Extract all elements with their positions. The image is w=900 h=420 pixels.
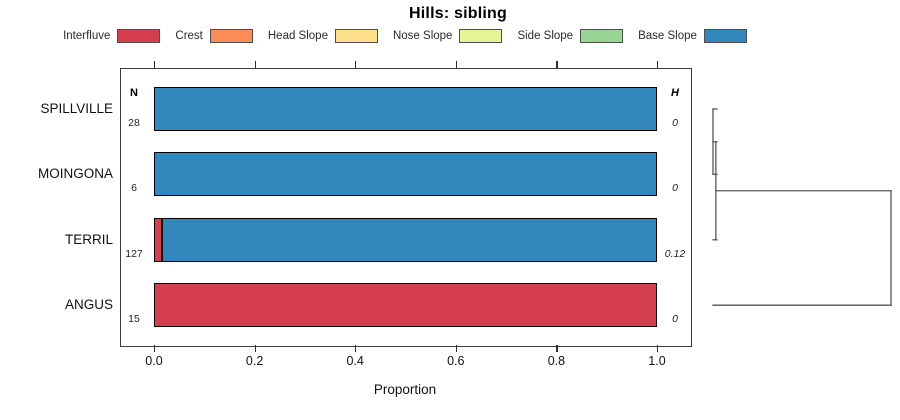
bar-segment-moingona-base-slope bbox=[154, 152, 657, 197]
x-tick-label-0.8: 0.8 bbox=[547, 354, 566, 368]
n-value-spillville: 28 bbox=[128, 117, 140, 129]
h-column-header: H bbox=[671, 87, 679, 99]
bar-segment-terril-base-slope bbox=[162, 217, 657, 262]
legend-item-nose-slope: Nose Slope bbox=[392, 29, 503, 43]
category-label-terril: TERRIL bbox=[64, 231, 113, 247]
legend-label-nose-slope: Nose Slope bbox=[392, 30, 453, 42]
n-value-terril: 127 bbox=[125, 247, 143, 260]
plot-area bbox=[120, 68, 692, 347]
legend-swatch-side-slope bbox=[580, 29, 624, 43]
category-label-moingona: MOINGONA bbox=[37, 166, 113, 182]
x-tick-bottom-0.6 bbox=[455, 345, 457, 352]
legend-item-interfluve: Interfluve bbox=[63, 29, 161, 43]
category-label-spillville: SPILLVILLE bbox=[40, 101, 113, 116]
legend-swatch-crest bbox=[209, 29, 253, 43]
x-tick-label-1.0: 1.0 bbox=[648, 354, 666, 368]
h-value-moingona: 0 bbox=[672, 182, 678, 195]
x-tick-top-1.0 bbox=[657, 61, 659, 68]
legend-label-crest: Crest bbox=[175, 30, 203, 42]
legend-item-base-slope: Base Slope bbox=[638, 29, 747, 43]
x-tick-top-0.0 bbox=[154, 61, 156, 68]
legend-swatch-nose-slope bbox=[459, 29, 503, 43]
x-tick-label-0.0: 0.0 bbox=[145, 354, 163, 368]
x-tick-top-0.6 bbox=[455, 61, 457, 68]
n-column-header: N bbox=[130, 87, 138, 99]
chart-title: Hills: sibling bbox=[409, 5, 507, 22]
x-tick-bottom-1.0 bbox=[657, 345, 659, 352]
legend-swatch-head-slope bbox=[334, 29, 378, 43]
bar-segment-spillville-base-slope bbox=[154, 87, 657, 131]
legend: Interfluve Crest Head Slope Nose Slope Side … bbox=[0, 27, 810, 45]
x-tick-top-0.4 bbox=[355, 61, 357, 68]
x-tick-bottom-0.4 bbox=[355, 345, 357, 352]
legend-label-base-slope: Base Slope bbox=[638, 30, 697, 42]
h-value-angus: 0 bbox=[672, 313, 678, 326]
x-tick-bottom-0.8 bbox=[556, 345, 558, 352]
x-tick-top-0.8 bbox=[556, 61, 558, 68]
x-tick-bottom-0.0 bbox=[154, 345, 156, 352]
category-label-angus: ANGUS bbox=[64, 297, 113, 313]
legend-label-head-slope: Head Slope bbox=[267, 30, 328, 42]
x-axis-title: Proportion bbox=[373, 382, 437, 397]
bar-segment-angus-interfluve bbox=[154, 283, 657, 328]
n-value-moingona: 6 bbox=[131, 182, 137, 195]
legend-label-side-slope: Side Slope bbox=[517, 30, 574, 42]
x-tick-label-0.2: 0.2 bbox=[245, 354, 264, 368]
legend-item-head-slope: Head Slope bbox=[268, 29, 378, 43]
x-tick-top-0.2 bbox=[254, 61, 256, 68]
x-tick-label-0.6: 0.6 bbox=[447, 354, 465, 368]
h-value-spillville: 0 bbox=[672, 117, 678, 129]
n-value-angus: 15 bbox=[128, 313, 140, 326]
legend-swatch-interfluve bbox=[117, 29, 161, 43]
x-tick-label-0.4: 0.4 bbox=[346, 354, 364, 368]
legend-item-crest: Crest bbox=[175, 29, 253, 43]
legend-item-side-slope: Side Slope bbox=[517, 29, 624, 43]
x-tick-bottom-0.2 bbox=[254, 345, 256, 352]
h-value-terril: 0.12 bbox=[664, 247, 686, 260]
legend-label-interfluve: Interfluve bbox=[63, 30, 111, 42]
legend-swatch-base-slope bbox=[703, 29, 747, 43]
bar-segment-terril-interfluve bbox=[154, 217, 163, 262]
